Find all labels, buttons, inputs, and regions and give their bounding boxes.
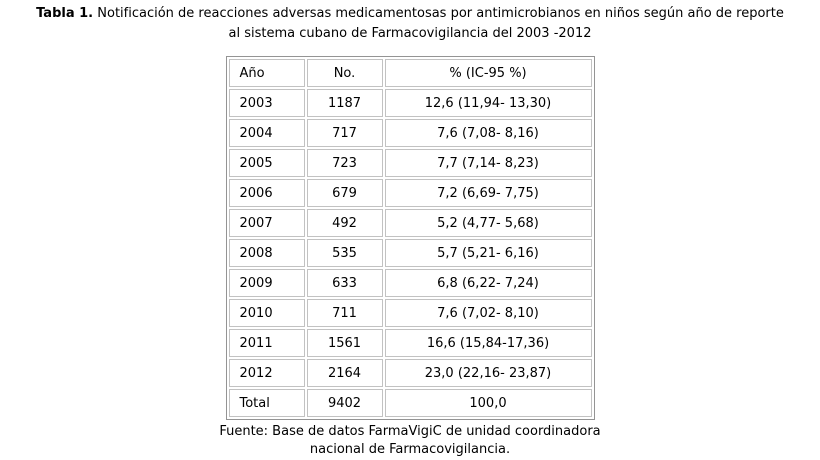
table-caption-label: Tabla 1. bbox=[36, 6, 94, 21]
table-row: 2009 633 6,8 (6,22- 7,24) bbox=[228, 269, 592, 297]
table-cell: 23,0 (22,16- 23,87) bbox=[384, 359, 592, 387]
table-row: 2006 679 7,2 (6,69- 7,75) bbox=[228, 179, 592, 207]
table-row: 2011 1561 16,6 (15,84-17,36) bbox=[228, 329, 592, 357]
source-note-line2: nacional de Farmacovigilancia. bbox=[309, 442, 511, 457]
data-table: Año No.% (IC-95 %) 2003 1187 12,6 (11,94- 1… bbox=[225, 56, 595, 420]
table-row: 2010 711 7,6 (7,02- 8,10) bbox=[228, 299, 592, 327]
table-row: 2005 723 7,7 (7,14- 8,23) bbox=[228, 149, 592, 177]
table-caption: Tabla 1. Notificación de reacciones adve… bbox=[0, 4, 820, 44]
table-cell: 7,6 (7,02- 8,10) bbox=[384, 299, 592, 327]
table-row: 2012 2164 23,0 (22,16- 23,87) bbox=[228, 359, 592, 387]
table-row: 2008 535 5,7 (5,21- 6,16) bbox=[228, 239, 592, 267]
table-cell: 2003 bbox=[228, 89, 305, 117]
source-note: Fuente: Base de datos FarmaVigiC de unid… bbox=[0, 423, 820, 459]
table-cell: 5,2 (4,77- 5,68) bbox=[384, 209, 592, 237]
table-cell: 6,8 (6,22- 7,24) bbox=[384, 269, 592, 297]
table-row: Total 9402 100,0 bbox=[228, 389, 592, 417]
column-header: % (IC-95 %) bbox=[384, 59, 592, 87]
table-body: 2003 1187 12,6 (11,94- 13,30) 2004 717 7,6 (7… bbox=[228, 89, 592, 417]
header-row: Año No.% (IC-95 %) bbox=[228, 59, 592, 87]
table-cell: 723 bbox=[306, 149, 383, 177]
table-cell: 2164 bbox=[306, 359, 383, 387]
table-cell: 7,2 (6,69- 7,75) bbox=[384, 179, 592, 207]
table-cell: 492 bbox=[306, 209, 383, 237]
table-caption-line1: Notificación de reacciones adversas medi… bbox=[97, 6, 784, 21]
table-cell: 1561 bbox=[306, 329, 383, 357]
table-cell: 2008 bbox=[228, 239, 305, 267]
table-cell: 9402 bbox=[306, 389, 383, 417]
table-cell: 535 bbox=[306, 239, 383, 267]
table-cell: 2005 bbox=[228, 149, 305, 177]
table-cell: 7,6 (7,08- 8,16) bbox=[384, 119, 592, 147]
table-cell: 12,6 (11,94- 13,30) bbox=[384, 89, 592, 117]
table-cell: 2006 bbox=[228, 179, 305, 207]
table-cell: 2007 bbox=[228, 209, 305, 237]
table-cell: 2004 bbox=[228, 119, 305, 147]
table-cell: Total bbox=[228, 389, 305, 417]
table-cell: 5,7 (5,21- 6,16) bbox=[384, 239, 592, 267]
source-note-line1: Fuente: Base de datos FarmaVigiC de unid… bbox=[219, 424, 601, 439]
table-row: 2004 717 7,6 (7,08- 8,16) bbox=[228, 119, 592, 147]
table-cell: 2010 bbox=[228, 299, 305, 327]
column-header: Año bbox=[228, 59, 305, 87]
figure-container: Tabla 1. Notificación de reacciones adve… bbox=[0, 4, 820, 459]
table-cell: 100,0 bbox=[384, 389, 592, 417]
table-cell: 2009 bbox=[228, 269, 305, 297]
table-cell: 717 bbox=[306, 119, 383, 147]
table-cell: 2012 bbox=[228, 359, 305, 387]
table-row: 2003 1187 12,6 (11,94- 13,30) bbox=[228, 89, 592, 117]
table-caption-line2: al sistema cubano de Farmacovigilancia d… bbox=[228, 26, 592, 41]
column-header: No. bbox=[306, 59, 383, 87]
table-cell: 1187 bbox=[306, 89, 383, 117]
table-cell: 2011 bbox=[228, 329, 305, 357]
table-cell: 633 bbox=[306, 269, 383, 297]
table-cell: 7,7 (7,14- 8,23) bbox=[384, 149, 592, 177]
table-cell: 16,6 (15,84-17,36) bbox=[384, 329, 592, 357]
table-cell: 711 bbox=[306, 299, 383, 327]
table-row: 2007 492 5,2 (4,77- 5,68) bbox=[228, 209, 592, 237]
table-cell: 679 bbox=[306, 179, 383, 207]
